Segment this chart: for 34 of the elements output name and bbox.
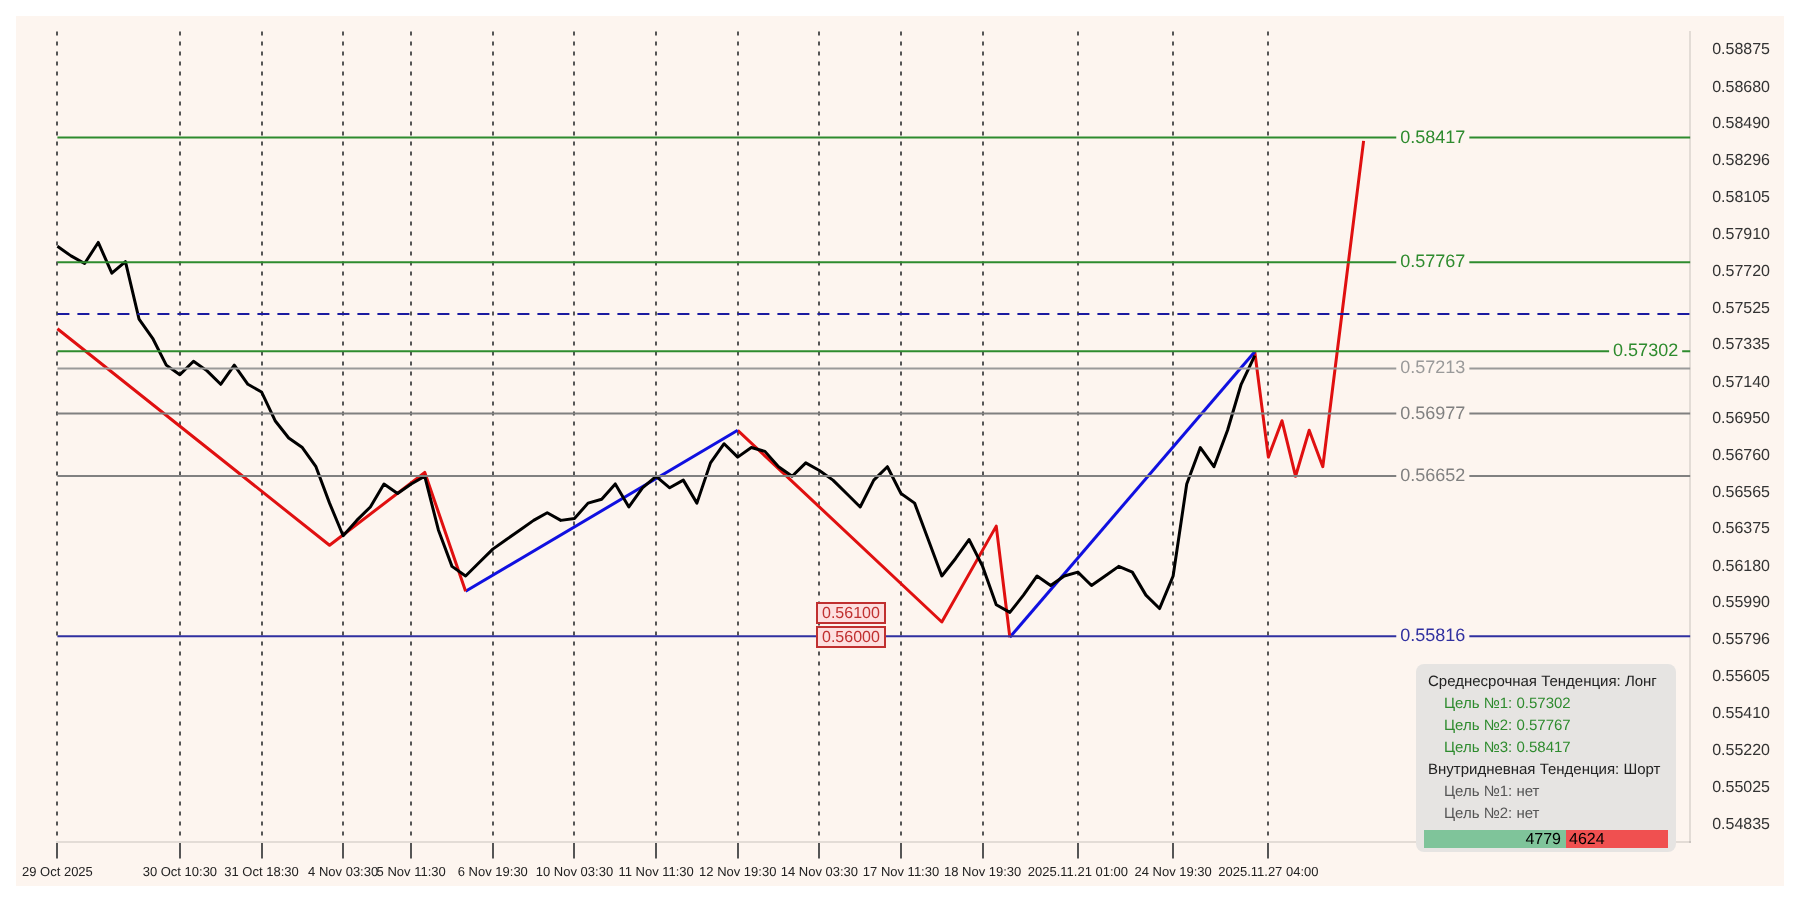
y-tick-label: 0.57720 — [1712, 261, 1772, 280]
ref-line-label: 0.58417 — [1400, 126, 1466, 147]
annotation: 4779 — [1424, 830, 1565, 848]
ref-line-label: 0.55816 — [1400, 625, 1466, 646]
y-tick-label: 0.55605 — [1712, 667, 1772, 685]
ref-line-label: 0.56652 — [1400, 464, 1466, 485]
y-tick-label: 0.55025 — [1712, 778, 1772, 797]
ref-line-label: 0.57302 — [1613, 340, 1679, 361]
y-tick-label: 0.58680 — [1712, 77, 1772, 96]
split-strip: 4779 4624 — [1424, 830, 1668, 848]
y-tick-label: 0.57525 — [1712, 298, 1772, 317]
y-tick-label: 0.56760 — [1712, 445, 1772, 464]
annotation: 0.56100 — [816, 602, 886, 624]
y-tick-label: 0.55410 — [1712, 704, 1772, 723]
ref-line-label: 0.56977 — [1400, 402, 1466, 423]
y-tick-label: 0.58490 — [1712, 114, 1772, 133]
y-tick-label: 0.56950 — [1712, 409, 1772, 428]
annotation: 0.56000 — [816, 626, 886, 648]
y-tick-label: 0.56565 — [1712, 482, 1772, 501]
y-tick-label: 0.56180 — [1712, 556, 1772, 575]
y-tick-label: 0.58875 — [1712, 40, 1772, 59]
y-tick-label: 0.58105 — [1712, 187, 1772, 206]
y-tick-label: 0.55796 — [1712, 630, 1772, 649]
y-tick-label: 0.57910 — [1712, 225, 1772, 244]
annotation: 4624 — [1565, 830, 1668, 848]
ref-line-label: 0.57213 — [1400, 357, 1466, 378]
y-tick-label: 0.55990 — [1712, 593, 1772, 612]
y-tick-label: 0.57140 — [1712, 372, 1772, 391]
y-tick-label: 0.55220 — [1712, 740, 1772, 759]
y-tick-label: 0.58296 — [1712, 151, 1772, 170]
y-tick-label: 0.54835 — [1712, 814, 1772, 833]
y-tick-label: 0.56375 — [1712, 519, 1772, 538]
y-tick-label: 0.57335 — [1712, 335, 1772, 354]
ref-line-label: 0.57767 — [1400, 251, 1466, 272]
